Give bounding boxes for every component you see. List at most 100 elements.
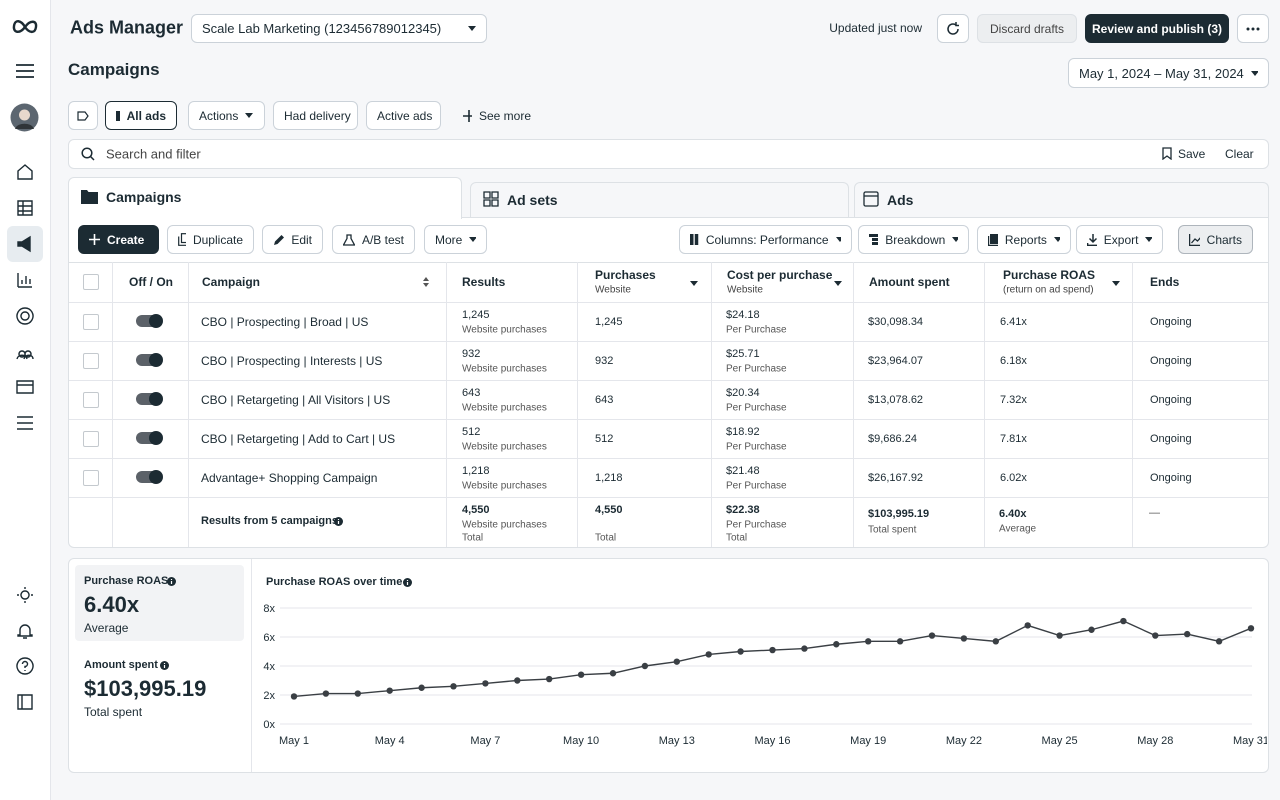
nav-icon[interactable] — [16, 235, 34, 253]
row-checkbox[interactable] — [83, 353, 99, 369]
roas-point — [514, 677, 521, 684]
columns-button[interactable]: Columns: Performance — [679, 225, 852, 254]
filter-active-ads[interactable]: Active ads — [366, 101, 441, 130]
nav-icon[interactable] — [16, 199, 34, 217]
delivery-toggle[interactable] — [136, 431, 163, 445]
row-checkbox[interactable] — [83, 392, 99, 408]
icon-part — [116, 111, 120, 121]
toggle-knob — [149, 431, 163, 445]
totals-roas: 6.40x — [999, 508, 1027, 520]
publish-button[interactable]: Review and publish (3) — [1085, 14, 1229, 43]
refresh-button[interactable] — [937, 14, 969, 43]
avatar[interactable] — [10, 103, 39, 132]
row-checkbox[interactable] — [83, 274, 99, 290]
discard-button[interactable]: Discard drafts — [977, 14, 1077, 43]
nav-icon-shape — [17, 587, 33, 603]
purchases: 1,218 — [595, 472, 623, 484]
column-header: Amount spent — [869, 275, 950, 289]
account-selector[interactable]: Scale Lab Marketing (123456789012345) — [191, 14, 487, 43]
delivery-toggle[interactable] — [136, 353, 163, 367]
tab-ad-sets[interactable] — [470, 182, 849, 218]
duplicate-icon — [178, 233, 186, 246]
spent-label: Amount spent — [84, 659, 158, 671]
row-checkbox[interactable] — [83, 470, 99, 486]
duplicate-label: Duplicate — [192, 232, 243, 247]
roas-point — [1184, 630, 1191, 638]
nav-icon[interactable] — [16, 414, 34, 432]
nav-icon[interactable] — [16, 378, 34, 396]
campaign-name: Advantage+ Shopping Campaign — [201, 471, 378, 485]
nav-icon[interactable] — [16, 343, 34, 361]
roas-point — [1024, 622, 1031, 629]
see-more[interactable]: See more — [452, 101, 542, 130]
nav-icon[interactable] — [16, 657, 34, 675]
ab-test-button[interactable]: A/B test — [332, 225, 415, 254]
charts-button[interactable]: Charts — [1178, 225, 1253, 254]
more-menu[interactable] — [1237, 14, 1269, 43]
nav-icon[interactable] — [16, 622, 34, 640]
filter-all-ads[interactable]: All ads — [105, 101, 177, 130]
row-checkbox[interactable] — [83, 314, 99, 330]
create-button[interactable]: Create — [78, 225, 159, 254]
nav-icon-shape — [17, 200, 33, 216]
clear-button[interactable]: Clear — [1225, 147, 1254, 161]
y-tick-label: 6x — [263, 632, 275, 644]
filter-had-delivery[interactable]: Had delivery — [273, 101, 358, 130]
chart-title: Purchase ROAS over time — [266, 576, 403, 588]
save-button[interactable]: Save — [1178, 147, 1206, 161]
amount-spent: $26,167.92 — [868, 472, 924, 484]
cost-unit: Per Purchase — [726, 363, 787, 375]
delivery-toggle[interactable] — [136, 314, 163, 328]
nav-icon-shape — [16, 380, 34, 394]
row-checkbox[interactable] — [83, 431, 99, 447]
nav-icon[interactable] — [16, 693, 34, 711]
purchases: 643 — [595, 394, 614, 406]
caret-shape — [469, 237, 476, 242]
caret — [1250, 70, 1258, 76]
nav-icon[interactable] — [16, 271, 34, 289]
nav-icon-shape — [16, 350, 34, 360]
caret — [1053, 237, 1060, 242]
date-range[interactable]: May 1, 2024 – May 31, 2024 — [1068, 58, 1269, 88]
nav-icon[interactable] — [16, 163, 34, 181]
export-icon — [1087, 233, 1097, 246]
cost-per-purchase: $21.48 — [726, 465, 760, 477]
totals-cost-note: Total — [726, 532, 748, 544]
nav-icon[interactable] — [16, 586, 34, 604]
delivery-toggle[interactable] — [136, 392, 163, 406]
roas-point — [865, 638, 872, 645]
icon-part — [690, 234, 699, 245]
nav-icon[interactable] — [16, 307, 34, 325]
results-unit: Website purchases — [462, 480, 547, 492]
filter-actions[interactable]: Actions — [188, 101, 265, 130]
export-button[interactable]: Export — [1076, 225, 1163, 254]
filter-toggle[interactable] — [68, 101, 98, 130]
info-icon — [167, 576, 176, 586]
more-label: More — [435, 232, 463, 247]
breakdown-button[interactable]: Breakdown — [858, 225, 969, 254]
more-button[interactable]: More — [424, 225, 487, 254]
tab-ads[interactable] — [854, 182, 1269, 218]
cost-per-purchase: $24.18 — [726, 309, 760, 321]
edit-button[interactable]: Edit — [262, 225, 323, 254]
ends: Ongoing — [1150, 394, 1192, 406]
roas-point — [1088, 626, 1095, 633]
table-panel — [68, 217, 1269, 548]
caret-shape — [1053, 237, 1060, 242]
duplicate-button[interactable]: Duplicate — [167, 225, 254, 254]
spent-note: Total spent — [84, 705, 143, 719]
meta-logo — [12, 20, 38, 34]
caret-shape — [952, 237, 958, 242]
search-bar[interactable] — [68, 139, 1269, 169]
caret-shape — [1250, 70, 1258, 76]
menu-button[interactable] — [15, 63, 35, 79]
tab-campaigns[interactable] — [68, 177, 462, 219]
reports-button[interactable]: Reports — [977, 225, 1071, 254]
campaign-name: CBO | Prospecting | Interests | US — [201, 354, 383, 368]
filter-label: Had delivery — [284, 108, 351, 123]
cost-unit: Per Purchase — [726, 441, 787, 453]
search-icon — [81, 147, 95, 161]
delivery-toggle[interactable] — [136, 470, 163, 484]
campaign-tab-icon — [81, 190, 98, 204]
ends: Ongoing — [1150, 433, 1192, 445]
